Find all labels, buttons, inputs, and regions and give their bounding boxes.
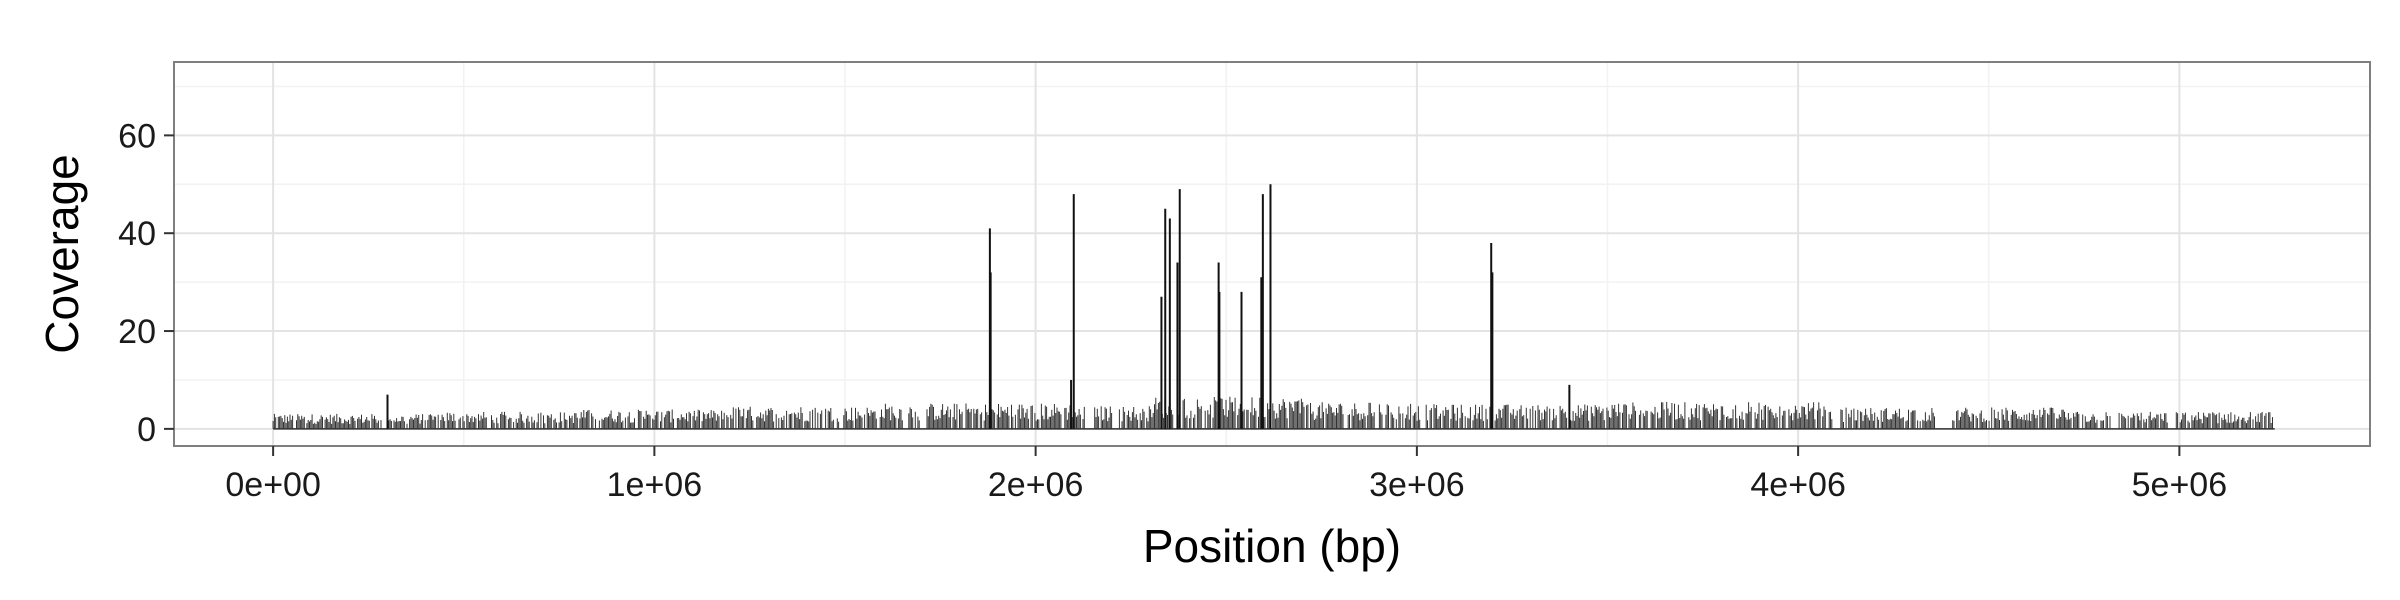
coverage-peaks [386, 184, 1571, 429]
y-tick-label: 20 [118, 313, 156, 351]
x-tick-label: 1e+06 [607, 466, 703, 504]
y-tick-label: 0 [137, 411, 156, 449]
x-tick-label: 2e+06 [988, 466, 1084, 504]
x-tick-label: 0e+00 [225, 466, 321, 504]
x-tick-label: 5e+06 [2132, 466, 2228, 504]
plot-panel [174, 62, 2370, 446]
y-axis-title: Coverage [36, 154, 88, 353]
x-tick-label: 3e+06 [1369, 466, 1465, 504]
y-tick-label: 40 [118, 215, 156, 253]
grid-major [174, 62, 2370, 446]
coverage-bar-series [272, 396, 2273, 429]
coverage-bars [272, 396, 2275, 430]
x-axis-title: Position (bp) [1143, 520, 1401, 572]
y-axis: 0 20 40 60 [118, 117, 174, 449]
plot-border [173, 61, 2371, 447]
x-axis: 0e+00 1e+06 2e+06 3e+06 4e+06 5e+06 [225, 446, 2227, 504]
y-tick-label: 60 [118, 117, 156, 155]
grid-minor [174, 62, 2370, 446]
x-tick-label: 4e+06 [1750, 466, 1846, 504]
